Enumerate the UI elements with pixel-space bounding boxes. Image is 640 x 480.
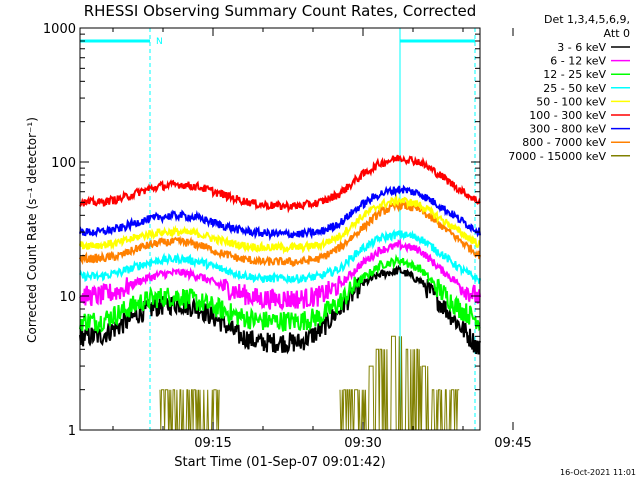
series-line-3 bbox=[79, 228, 481, 285]
y-axis-label: Corrected Count Rate (s⁻¹ detector⁻¹) bbox=[25, 117, 39, 343]
y-tick-label: 10 bbox=[59, 290, 76, 305]
series-line-6 bbox=[79, 184, 481, 242]
series-line-segment bbox=[339, 335, 460, 431]
night-flag-label: N bbox=[156, 37, 163, 47]
legend-label: 100 - 300 keV bbox=[529, 109, 606, 122]
y-tick-label: 1000 bbox=[43, 22, 76, 37]
x-tick-label: 09:30 bbox=[344, 436, 381, 451]
y-tick-label: 1 bbox=[68, 424, 76, 439]
legend-label: 7000 - 15000 keV bbox=[508, 150, 606, 163]
footer-timestamp: 16-Oct-2021 11:01 bbox=[560, 468, 636, 477]
legend-label: 3 - 6 keV bbox=[557, 41, 606, 54]
x-tick-label: 09:15 bbox=[194, 436, 231, 451]
series-line-4 bbox=[79, 194, 481, 255]
x-tick-label: 09:45 bbox=[494, 436, 531, 451]
chart-title: RHESSI Observing Summary Count Rates, Co… bbox=[84, 2, 477, 20]
legend-header-line-2: Att 0 bbox=[604, 27, 630, 40]
series-line-5 bbox=[79, 154, 481, 214]
legend-label: 50 - 100 keV bbox=[536, 95, 606, 108]
legend-label: 800 - 7000 keV bbox=[522, 136, 606, 149]
legend-label: 12 - 25 keV bbox=[543, 68, 606, 81]
legend-label: 25 - 50 keV bbox=[543, 82, 606, 95]
legend-label: 6 - 12 keV bbox=[550, 55, 606, 68]
y-tick-label: 100 bbox=[51, 156, 76, 171]
legend-header-line-1: Det 1,3,4,5,6,9, bbox=[544, 13, 630, 26]
series-line-1 bbox=[79, 238, 481, 312]
series-layer bbox=[79, 154, 481, 431]
x-axis-label: Start Time (01-Sep-07 09:01:42) bbox=[174, 455, 385, 470]
series-line-2 bbox=[79, 253, 481, 334]
legend-label: 300 - 800 keV bbox=[529, 123, 606, 136]
plot-frame bbox=[79, 27, 481, 431]
